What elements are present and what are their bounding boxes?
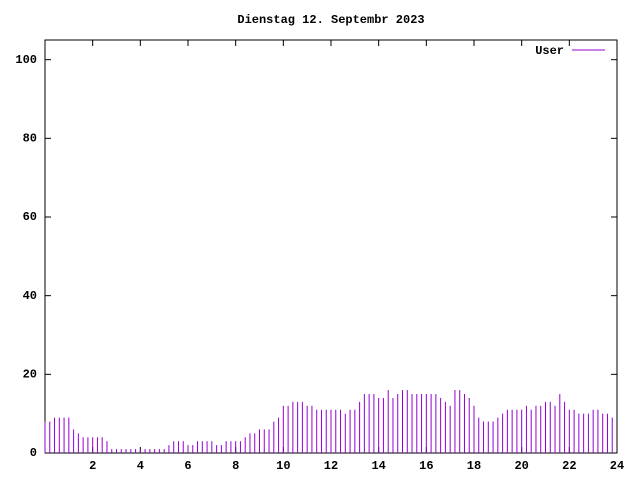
x-tick-label: 4 — [137, 459, 144, 473]
x-tick-label: 14 — [371, 459, 385, 473]
x-tick-label: 10 — [276, 459, 290, 473]
x-tick-label: 12 — [324, 459, 338, 473]
x-tick-label: 24 — [610, 459, 624, 473]
y-tick-label: 0 — [30, 446, 37, 460]
x-tick-label: 16 — [419, 459, 433, 473]
y-tick-label: 100 — [15, 53, 37, 67]
y-tick-label: 60 — [23, 210, 37, 224]
x-tick-label: 22 — [562, 459, 576, 473]
y-tick-label: 20 — [23, 368, 37, 382]
chart-title: Dienstag 12. Septembr 2023 — [237, 13, 424, 27]
y-tick-label: 80 — [23, 132, 37, 146]
y-tick-label: 40 — [23, 289, 37, 303]
x-tick-label: 20 — [514, 459, 528, 473]
x-tick-label: 8 — [232, 459, 239, 473]
x-tick-label: 6 — [184, 459, 191, 473]
x-tick-label: 18 — [467, 459, 481, 473]
plot-frame — [44, 39, 618, 454]
x-tick-label: 2 — [89, 459, 96, 473]
legend-label: User — [535, 44, 564, 58]
